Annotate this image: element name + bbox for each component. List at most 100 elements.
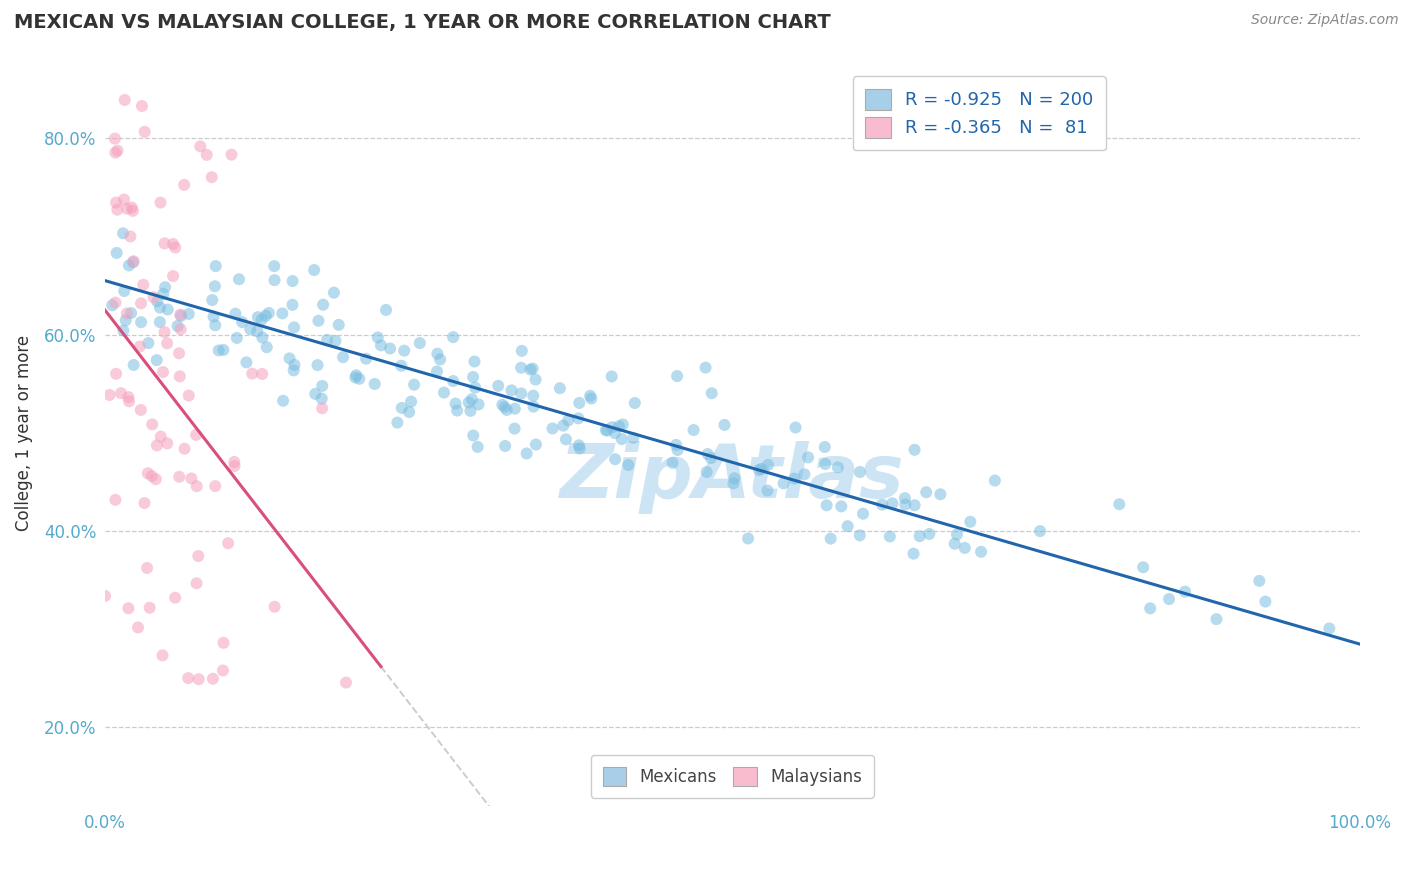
Point	[621, 431, 644, 445]
Point	[519, 362, 541, 376]
Point	[141, 417, 163, 432]
Point	[524, 372, 547, 386]
Point	[894, 491, 917, 505]
Point	[101, 298, 124, 312]
Point	[115, 306, 138, 320]
Point	[354, 351, 377, 366]
Point	[252, 330, 274, 344]
Point	[723, 471, 745, 485]
Point	[186, 428, 208, 442]
Point	[201, 293, 224, 307]
Point	[246, 324, 269, 338]
Point	[212, 636, 235, 650]
Point	[1254, 594, 1277, 608]
Point	[221, 147, 243, 161]
Point	[387, 416, 409, 430]
Point	[557, 413, 579, 427]
Point	[256, 340, 278, 354]
Point	[188, 139, 211, 153]
Point	[328, 318, 350, 332]
Point	[827, 460, 849, 475]
Point	[104, 145, 127, 160]
Point	[503, 421, 526, 435]
Point	[110, 386, 132, 401]
Point	[603, 452, 626, 467]
Point	[312, 298, 335, 312]
Point	[311, 392, 333, 406]
Point	[953, 541, 976, 555]
Point	[127, 620, 149, 634]
Point	[461, 392, 484, 407]
Point	[316, 333, 339, 347]
Point	[959, 515, 981, 529]
Point	[1132, 560, 1154, 574]
Point	[122, 255, 145, 269]
Point	[364, 376, 387, 391]
Point	[149, 429, 172, 443]
Point	[128, 340, 150, 354]
Point	[467, 440, 489, 454]
Point	[441, 374, 464, 388]
Point	[837, 519, 859, 533]
Point	[946, 527, 969, 541]
Point	[283, 358, 305, 372]
Point	[464, 381, 486, 395]
Point	[187, 549, 209, 563]
Point	[121, 201, 143, 215]
Point	[1317, 622, 1340, 636]
Point	[603, 426, 626, 441]
Point	[849, 465, 872, 479]
Point	[162, 269, 184, 284]
Point	[943, 537, 966, 551]
Point	[617, 458, 640, 472]
Point	[186, 479, 208, 493]
Point	[332, 350, 354, 364]
Point	[815, 499, 838, 513]
Point	[263, 259, 285, 273]
Point	[283, 320, 305, 334]
Point	[134, 496, 156, 510]
Point	[903, 547, 925, 561]
Point	[700, 451, 723, 466]
Point	[793, 467, 815, 482]
Point	[177, 388, 200, 402]
Point	[240, 367, 263, 381]
Point	[141, 469, 163, 483]
Point	[460, 404, 482, 418]
Point	[195, 148, 218, 162]
Point	[398, 405, 420, 419]
Point	[1139, 601, 1161, 615]
Point	[152, 648, 174, 663]
Point	[307, 358, 329, 372]
Point	[713, 417, 735, 432]
Point	[134, 125, 156, 139]
Point	[929, 487, 952, 501]
Point	[661, 456, 683, 470]
Point	[392, 343, 415, 358]
Point	[117, 601, 139, 615]
Point	[404, 377, 426, 392]
Point	[463, 354, 485, 368]
Point	[146, 294, 169, 309]
Point	[281, 298, 304, 312]
Point	[263, 599, 285, 614]
Point	[254, 309, 277, 323]
Point	[323, 285, 346, 300]
Point	[522, 389, 544, 403]
Point	[441, 330, 464, 344]
Point	[568, 442, 591, 456]
Point	[115, 202, 138, 216]
Point	[915, 485, 938, 500]
Point	[486, 379, 509, 393]
Point	[612, 417, 634, 432]
Point	[224, 455, 246, 469]
Point	[149, 301, 172, 315]
Point	[122, 358, 145, 372]
Point	[152, 365, 174, 379]
Point	[433, 385, 456, 400]
Point	[142, 290, 165, 304]
Point	[349, 372, 371, 386]
Point	[607, 419, 630, 434]
Point	[491, 398, 513, 412]
Point	[138, 336, 160, 351]
